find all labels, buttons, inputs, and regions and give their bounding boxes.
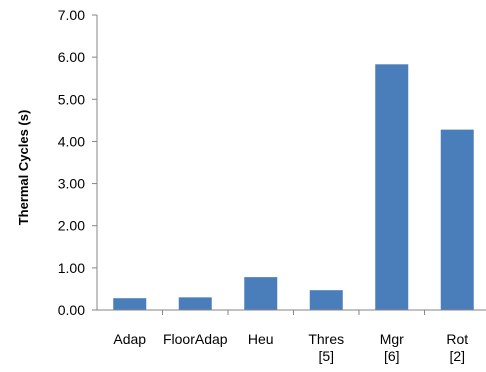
bars-group bbox=[113, 64, 474, 310]
x-tick-label: Mgr [6] bbox=[380, 331, 404, 364]
y-axis-ticks: 0.00 1.00 2.00 3.00 4.00 5.00 6.00 7.00 bbox=[58, 7, 97, 318]
x-tick-label-line: FloorAdap bbox=[163, 331, 228, 347]
y-tick-label: 7.00 bbox=[58, 7, 85, 23]
bar bbox=[375, 64, 409, 310]
x-tick-label-line: Thres bbox=[308, 331, 344, 347]
x-tick-label-line: [5] bbox=[318, 348, 334, 364]
x-tick-label-line: Heu bbox=[248, 331, 274, 347]
bar bbox=[244, 277, 278, 310]
y-axis-title: Thermal Cycles (s) bbox=[16, 110, 31, 226]
x-tick-label: Adap bbox=[113, 331, 146, 347]
y-tick-label: 6.00 bbox=[58, 49, 85, 65]
bar bbox=[178, 297, 212, 310]
x-tick-label: Thres [5] bbox=[308, 331, 344, 364]
bar bbox=[113, 298, 147, 310]
bar bbox=[309, 290, 343, 310]
bar bbox=[440, 129, 474, 310]
y-tick-label: 5.00 bbox=[58, 91, 85, 107]
y-tick-label: 0.00 bbox=[58, 302, 85, 318]
x-tick-label: Rot [2] bbox=[446, 331, 468, 364]
y-tick-label: 4.00 bbox=[58, 133, 85, 149]
y-tick-label: 1.00 bbox=[58, 260, 85, 276]
x-tick-label-line: Adap bbox=[113, 331, 146, 347]
x-tick-label-line: [2] bbox=[449, 348, 465, 364]
y-tick-label: 2.00 bbox=[58, 218, 85, 234]
x-axis-labels: Adap FloorAdap Heu Thres [5] Mgr [6] Rot [2] bbox=[113, 310, 468, 364]
x-tick-label-line: [6] bbox=[384, 348, 400, 364]
x-tick-label: Heu bbox=[248, 331, 274, 347]
x-tick-label-line: Mgr bbox=[380, 331, 404, 347]
x-tick-label: FloorAdap bbox=[163, 331, 228, 347]
x-tick-label-line: Rot bbox=[446, 331, 468, 347]
y-tick-label: 3.00 bbox=[58, 176, 85, 192]
